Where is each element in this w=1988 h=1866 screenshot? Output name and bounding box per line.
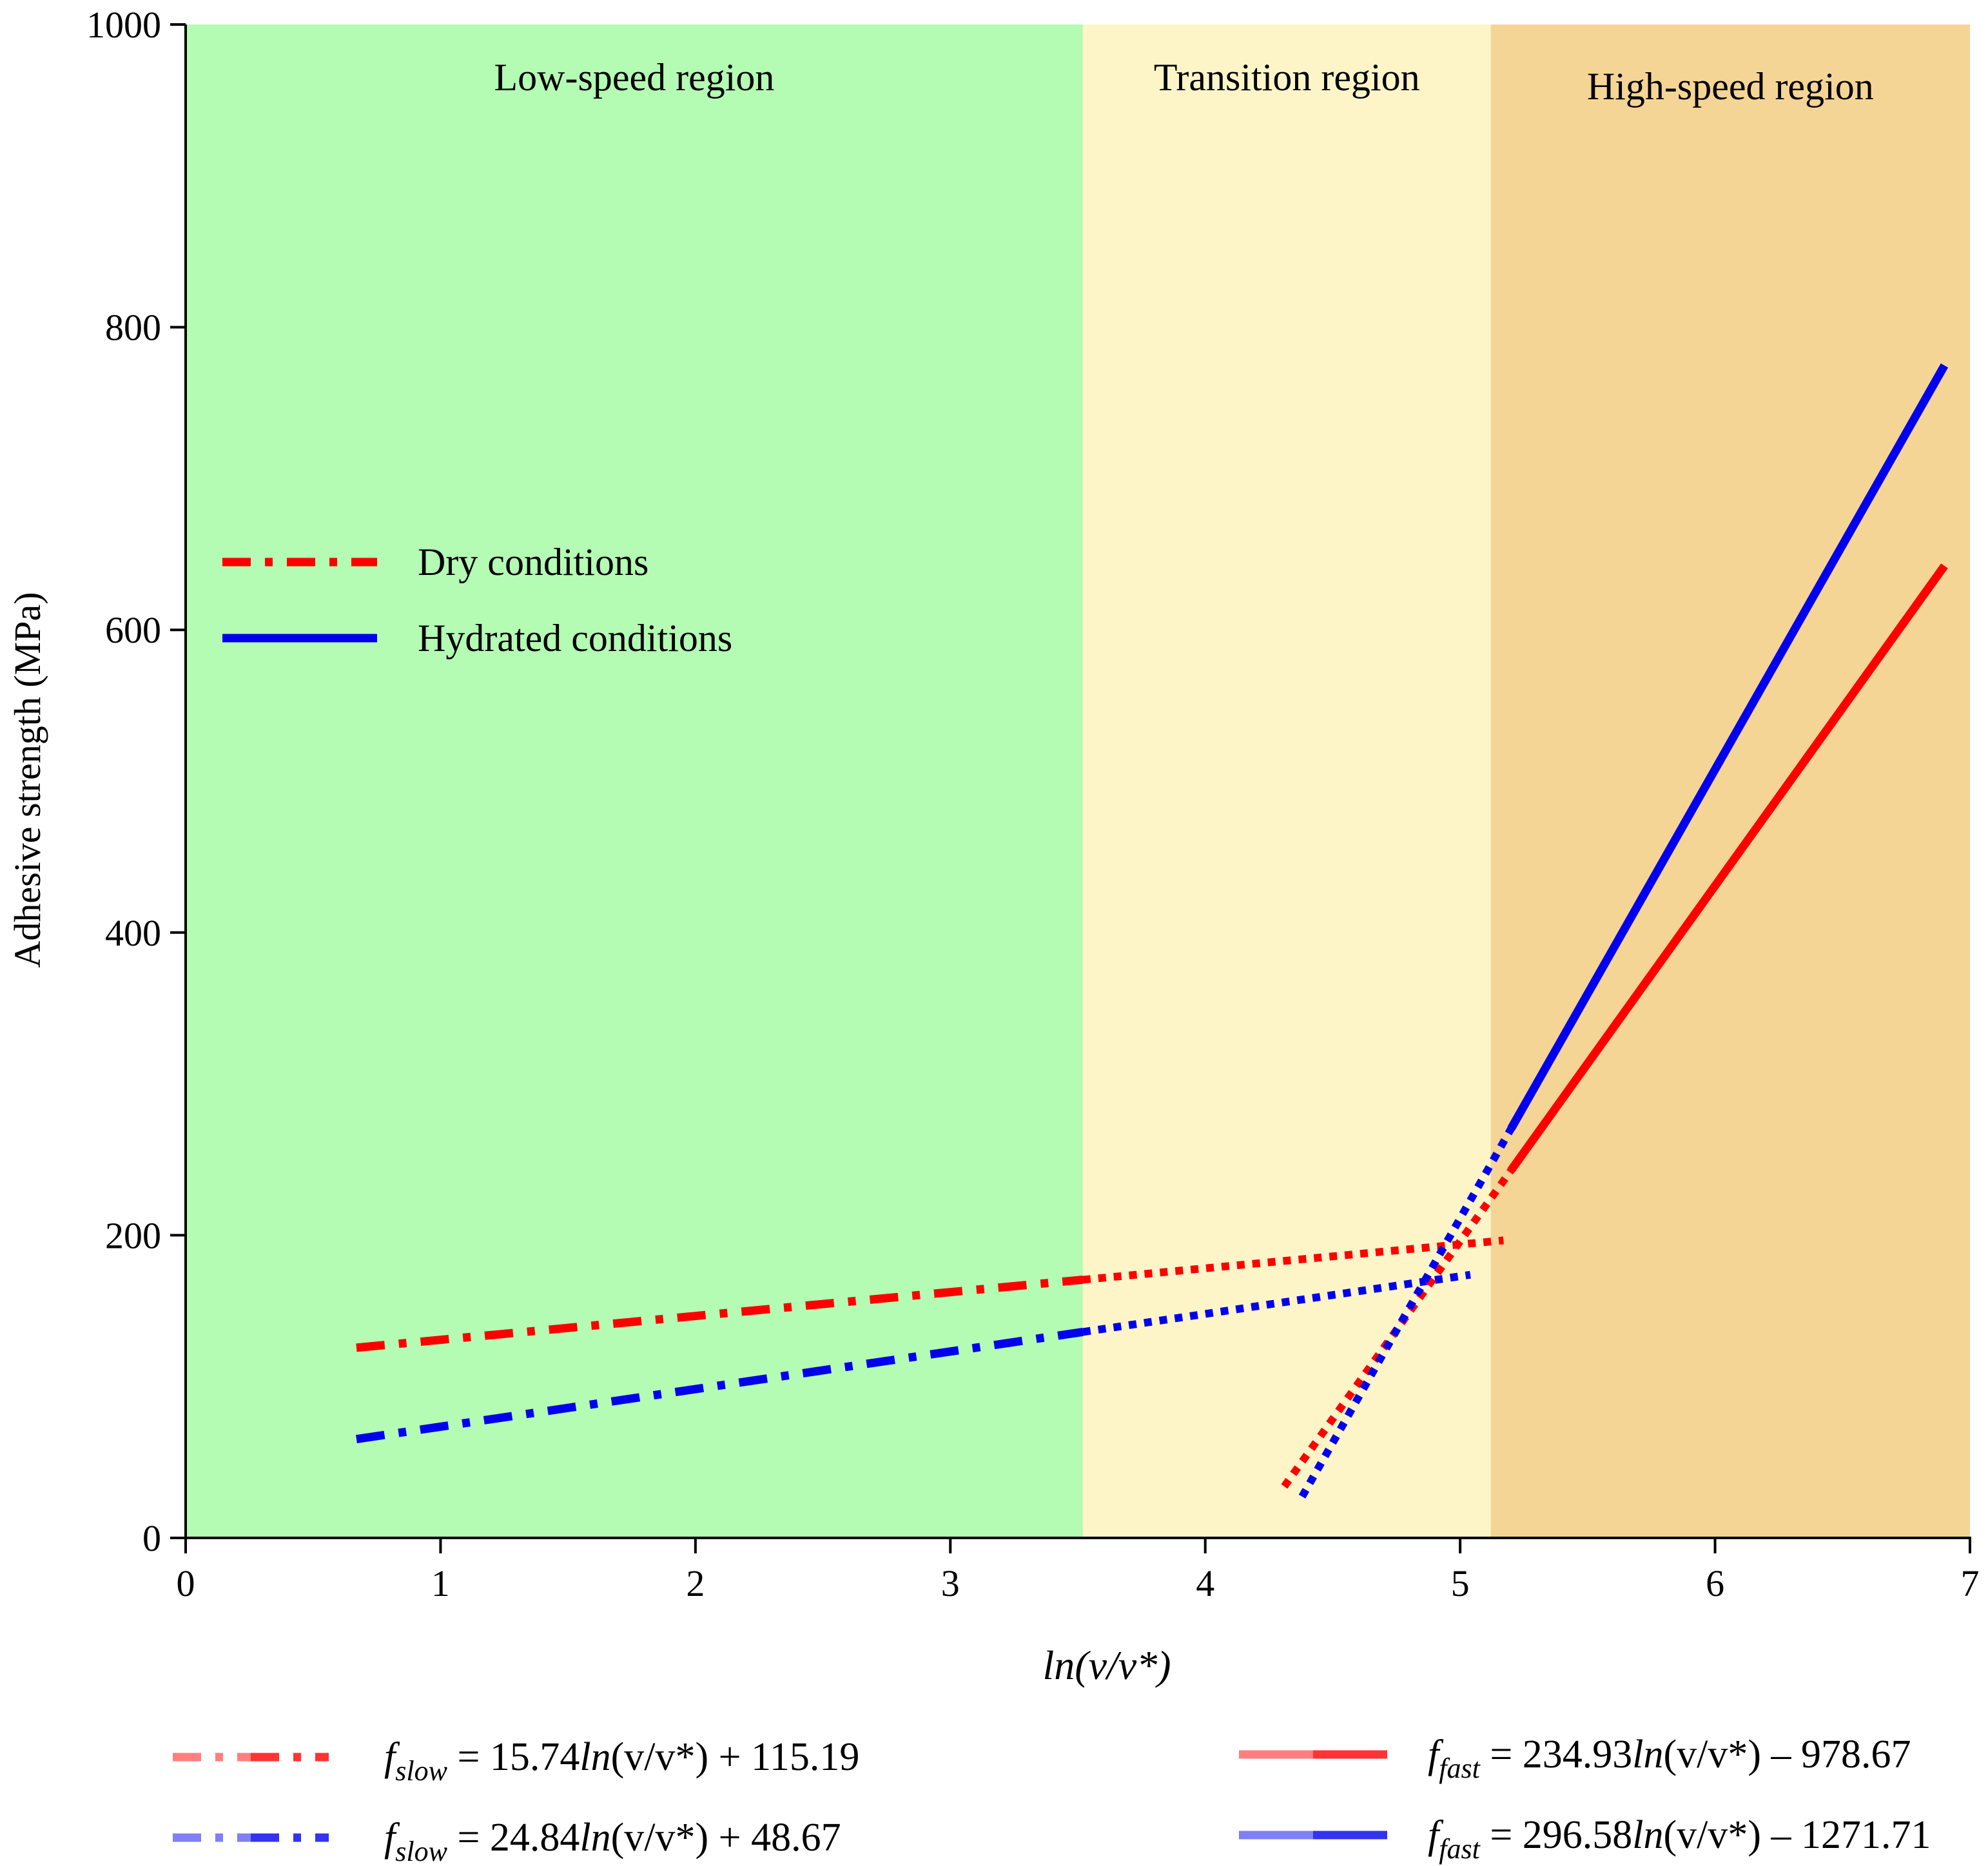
region-label-3: High-speed region: [1587, 65, 1874, 108]
axes: 0 1 2 3 4 5 6 7 0 200 400 600 800 1000: [86, 4, 1980, 1604]
legend-label-1: Dry conditions: [418, 541, 648, 583]
x-tick-label: 5: [1451, 1562, 1470, 1604]
y-axis-label: Adhesive strength (MPa): [6, 592, 48, 967]
speed-regions: [186, 24, 1970, 1538]
equation-4: ffast = 296.58ln(v/v*) – 1271.71: [1428, 1813, 1931, 1865]
x-tick-label: 0: [177, 1562, 195, 1604]
legend-label-2: Hydrated conditions: [418, 617, 732, 659]
y-tick-label: 400: [105, 912, 161, 954]
series-3-extrapolation: [1281, 1167, 1515, 1489]
series-2-line: [355, 1328, 1084, 1444]
x-tick-label: 2: [686, 1562, 705, 1604]
series-lines: [355, 363, 1949, 1499]
region-labels: Low-speed region Transition region High-sp…: [494, 56, 1874, 108]
equation-1: fslow = 15.74ln(v/v*) + 115.19: [384, 1735, 859, 1787]
y-tick-label: 600: [105, 609, 161, 651]
equation-legend: fslow = 15.74ln(v/v*) + 115.19 fslow = 24…: [173, 1733, 1931, 1866]
series-1-line: [356, 1275, 1084, 1352]
region-3: [1490, 24, 1970, 1538]
x-tick-label: 4: [1196, 1562, 1214, 1604]
region-label-1: Low-speed region: [494, 56, 775, 99]
series-2-extrapolation: [1082, 1270, 1471, 1336]
series-4-line: [1507, 363, 1949, 1131]
equation-2: fslow = 24.84ln(v/v*) + 48.67: [384, 1816, 841, 1866]
region-label-2: Transition region: [1154, 56, 1420, 99]
y-tick-label: 200: [105, 1214, 161, 1256]
y-tick-label: 0: [142, 1517, 161, 1559]
x-tick-label: 7: [1961, 1562, 1980, 1604]
x-tick-label: 6: [1706, 1562, 1724, 1604]
x-axis-label: ln(v/v*): [1043, 1642, 1171, 1688]
y-tick-label: 800: [105, 307, 161, 349]
series-3-line: [1507, 563, 1948, 1173]
equation-3: ffast = 234.93ln(v/v*) – 978.67: [1428, 1733, 1911, 1784]
region-1: [186, 24, 1083, 1538]
legend: Dry conditions Hydrated conditions: [222, 541, 732, 659]
x-tick-label: 1: [431, 1562, 450, 1604]
region-2: [1082, 24, 1491, 1538]
y-tick-label: 1000: [86, 4, 161, 46]
x-tick-label: 3: [941, 1562, 960, 1604]
